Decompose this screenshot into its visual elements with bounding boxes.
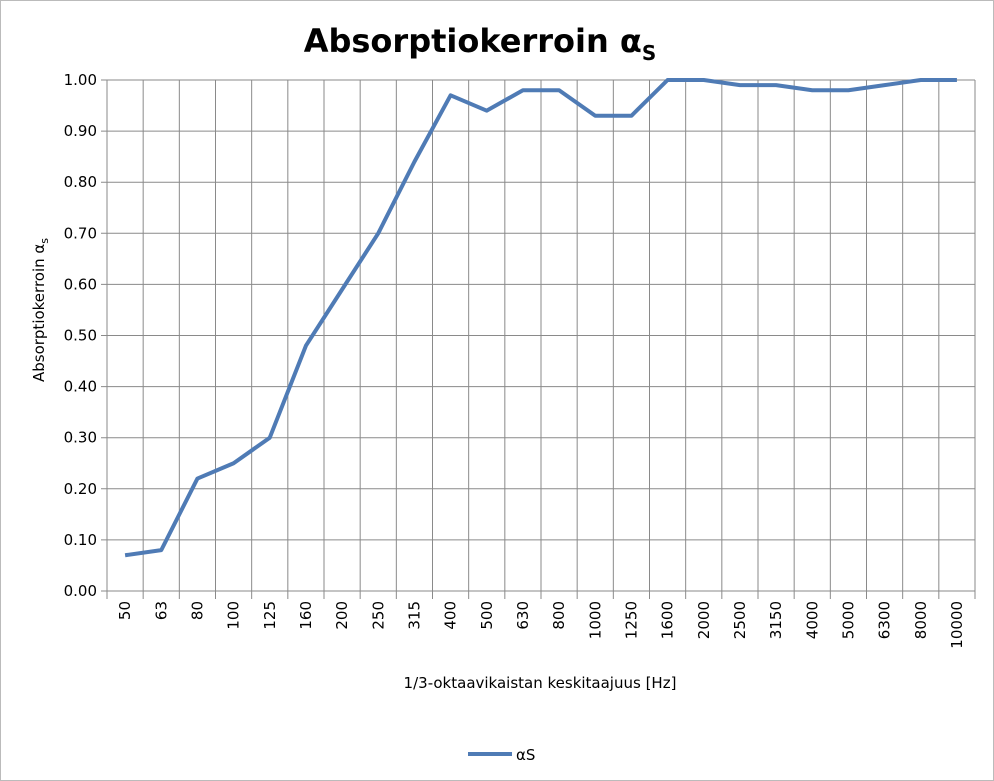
y-tick-label: 0.60 [64,275,97,293]
x-tick-label: 50 [116,601,134,620]
x-tick-label: 2500 [731,601,749,639]
data-line [124,78,957,558]
y-tick-label: 0.00 [64,582,97,600]
y-label-subscript: s [38,238,51,244]
x-tick-label: 80 [188,601,206,620]
x-tick-label: 6300 [876,601,894,639]
title-main: Absorptiokerroin α [304,22,642,60]
x-tick-label: 315 [405,601,423,630]
x-tick-label: 5000 [839,601,857,639]
y-tick-label: 0.70 [64,224,97,242]
x-tick-label: 1600 [659,601,677,639]
y-tick-label: 0.30 [64,429,97,447]
x-tick-label: 250 [369,601,387,630]
x-tick-label: 160 [297,601,315,630]
y-tick-label: 0.80 [64,173,97,191]
legend-label: αS [516,746,535,764]
x-tick-label: 800 [550,601,568,630]
y-tick-label: 0.90 [64,122,97,140]
x-tick-label: 100 [225,601,243,630]
y-tick-label: 1.00 [64,71,97,89]
x-tick-label: 4000 [803,601,821,639]
x-tick-label: 500 [478,601,496,630]
y-tick-label: 0.50 [64,327,97,345]
x-tick-label: 8000 [912,601,930,639]
x-tick-label: 125 [261,601,279,630]
x-tick-label: 200 [333,601,351,630]
y-tick-label: 0.40 [64,378,97,396]
x-tick-label: 1250 [622,601,640,639]
y-tick-label: 0.10 [64,531,97,549]
chart-title: Absorptiokerroin αS [304,22,657,65]
y-label-main: Absorptiokerroin α [30,244,48,382]
x-tick-label: 630 [514,601,532,630]
x-tick-label: 10000 [948,601,966,649]
y-axis-label: Absorptiokerroin αs [30,238,51,382]
x-tick-label: 400 [442,601,460,630]
x-tick-label: 1000 [586,601,604,639]
y-tick-label: 0.20 [64,480,97,498]
x-tick-label: 63 [152,601,170,620]
title-subscript: S [642,41,656,65]
x-tick-label: 2000 [695,601,713,639]
x-tick-label: 3150 [767,601,785,639]
x-axis-label: 1/3-oktaavikaistan keskitaajuus [Hz] [404,674,677,692]
